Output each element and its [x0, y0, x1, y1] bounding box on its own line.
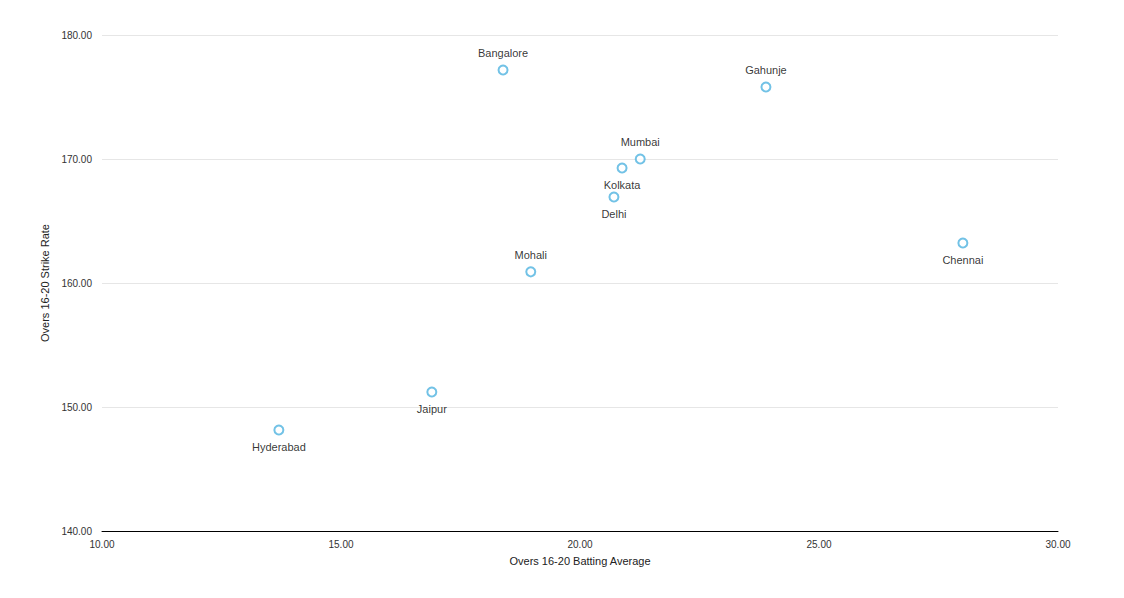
svg-text:Bangalore: Bangalore: [478, 47, 528, 59]
svg-text:Jaipur: Jaipur: [417, 403, 447, 415]
svg-text:Kolkata: Kolkata: [604, 179, 642, 191]
svg-text:Gahunje: Gahunje: [745, 64, 787, 76]
svg-text:160.00: 160.00: [61, 278, 92, 289]
svg-text:Delhi: Delhi: [601, 208, 626, 220]
svg-text:140.00: 140.00: [61, 526, 92, 537]
svg-text:30.00: 30.00: [1045, 539, 1070, 550]
svg-text:Mumbai: Mumbai: [621, 136, 660, 148]
svg-text:10.00: 10.00: [89, 539, 114, 550]
svg-text:170.00: 170.00: [61, 154, 92, 165]
svg-text:Overs 16-20 Strike Rate: Overs 16-20 Strike Rate: [39, 224, 51, 342]
svg-text:Chennai: Chennai: [942, 254, 983, 266]
svg-text:180.00: 180.00: [61, 30, 92, 41]
svg-text:Hyderabad: Hyderabad: [252, 441, 306, 453]
svg-text:25.00: 25.00: [806, 539, 831, 550]
svg-text:Overs 16-20 Batting Average: Overs 16-20 Batting Average: [509, 555, 650, 567]
svg-text:20.00: 20.00: [567, 539, 592, 550]
svg-text:150.00: 150.00: [61, 402, 92, 413]
svg-text:Mohali: Mohali: [515, 249, 547, 261]
svg-text:15.00: 15.00: [328, 539, 353, 550]
